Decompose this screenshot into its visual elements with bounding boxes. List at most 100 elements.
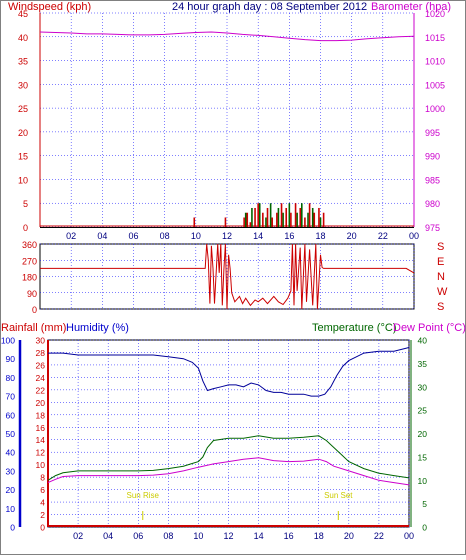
- gust-bar: [277, 207, 280, 227]
- baro-tick-label: 975: [425, 223, 440, 233]
- barometer-line: [39, 31, 415, 42]
- wind-direction-line: [40, 243, 415, 310]
- time-tick-label: 14: [254, 531, 264, 541]
- time-tick-label: 20: [344, 531, 354, 541]
- temperature-tick-label: 15: [418, 452, 428, 462]
- time-tick-label: 12: [223, 531, 233, 541]
- wind-bar: [285, 207, 288, 227]
- rain-tick-label: 10: [36, 460, 46, 470]
- humidity-tick-label: 20: [6, 485, 16, 495]
- temperature-tick-label: 20: [418, 429, 428, 439]
- wind-bar: [299, 207, 302, 227]
- time-tick-label: 00: [409, 231, 419, 241]
- header-barometer-label: Barometer (hpa): [371, 1, 451, 13]
- temperature-tick-label: 10: [418, 476, 428, 486]
- time-tick-label: 12: [222, 231, 232, 241]
- wind-bar: [280, 203, 283, 227]
- gust-bar: [258, 203, 261, 227]
- humidity-tick-label: 60: [6, 410, 16, 420]
- rainfall-label: Rainfall (mm): [1, 322, 66, 334]
- temperature-label: Temperature (°C): [312, 322, 396, 334]
- humidity-label: Humidity (%): [66, 322, 129, 334]
- dewpoint-line: [47, 457, 410, 486]
- rain-tick-label: 28: [36, 348, 46, 358]
- wind-bar: [266, 207, 269, 227]
- wind-bar: [304, 217, 306, 227]
- wind-bar: [318, 207, 320, 227]
- baro-tick-label: 980: [425, 199, 440, 209]
- compass-label: W: [437, 286, 448, 298]
- wind-tick-label: 45: [18, 9, 28, 19]
- gust-bar: [269, 203, 272, 227]
- direction-tick-label: 360: [22, 240, 37, 250]
- sun-annotation: Sun Rise: [127, 491, 160, 500]
- wind-tick-label: 15: [18, 152, 28, 162]
- temperature-line: [47, 435, 410, 481]
- rain-tick-label: 18: [36, 410, 46, 420]
- time-tick-label: 10: [193, 531, 203, 541]
- wind-tick-label: 25: [18, 104, 28, 114]
- humidity-tick-label: 30: [6, 466, 16, 476]
- wind-bar: [246, 212, 249, 227]
- wind-bar: [271, 217, 273, 227]
- compass-label: N: [437, 271, 445, 283]
- humidity-tick-label: 50: [6, 429, 16, 439]
- temperature-tick-label: 0: [422, 523, 427, 533]
- wind-bar: [224, 217, 227, 227]
- rain-tick-label: 6: [40, 485, 45, 495]
- header-date-title: 24 hour graph day : 08 September 2012: [172, 1, 367, 13]
- gust-bar: [301, 203, 303, 227]
- baro-tick-label: 990: [425, 152, 440, 162]
- header-windspeed-label: Windspeed (kph): [8, 1, 91, 13]
- rain-tick-label: 14: [36, 435, 46, 445]
- gust-bar: [288, 203, 291, 227]
- time-tick-label: 02: [73, 531, 83, 541]
- gust-bar: [282, 212, 284, 227]
- humidity-tick-label: 80: [6, 373, 16, 383]
- time-tick-label: 04: [103, 531, 113, 541]
- gust-bar: [296, 212, 298, 227]
- humidity-tick-label: 0: [10, 523, 15, 533]
- wind-bar: [276, 212, 278, 227]
- compass-label: E: [437, 256, 444, 268]
- direction-tick-label: 270: [22, 256, 37, 266]
- temperature-tick-label: 40: [418, 336, 428, 346]
- wind-bar: [294, 203, 297, 227]
- gust-bar: [244, 212, 247, 227]
- wind-bar: [243, 217, 245, 227]
- time-tick-label: 22: [374, 531, 384, 541]
- time-tick-label: 06: [128, 231, 138, 241]
- time-tick-label: 08: [160, 231, 170, 241]
- wind-bar: [254, 207, 256, 227]
- direction-tick-label: 180: [22, 273, 37, 283]
- baro-tick-label: 1000: [425, 104, 445, 114]
- wind-tick-label: 20: [18, 128, 28, 138]
- wind-tick-label: 10: [18, 175, 28, 185]
- wind-tick-label: 40: [18, 33, 28, 43]
- time-tick-label: 22: [378, 231, 388, 241]
- wind-tick-label: 30: [18, 80, 28, 90]
- rain-tick-label: 16: [36, 423, 46, 433]
- direction-tick-label: 90: [27, 289, 37, 299]
- time-tick-label: 16: [284, 531, 294, 541]
- baro-tick-label: 1010: [425, 57, 445, 67]
- gust-bar: [265, 217, 267, 227]
- temperature-tick-label: 30: [418, 382, 428, 392]
- wind-tick-label: 0: [23, 223, 28, 233]
- wind-tick-label: 35: [18, 57, 28, 67]
- rain-tick-label: 20: [36, 398, 46, 408]
- time-tick-label: 20: [347, 231, 357, 241]
- wind-bar: [257, 203, 259, 227]
- baro-tick-label: 985: [425, 175, 440, 185]
- rain-tick-label: 30: [36, 336, 46, 346]
- time-tick-label: 04: [97, 231, 107, 241]
- gust-bar: [319, 217, 322, 227]
- time-tick-label: 06: [133, 531, 143, 541]
- rain-tick-label: 26: [36, 360, 46, 370]
- wind-bar: [193, 217, 196, 227]
- humidity-line: [48, 347, 410, 397]
- time-tick-label: 08: [163, 531, 173, 541]
- time-tick-label: 18: [314, 531, 324, 541]
